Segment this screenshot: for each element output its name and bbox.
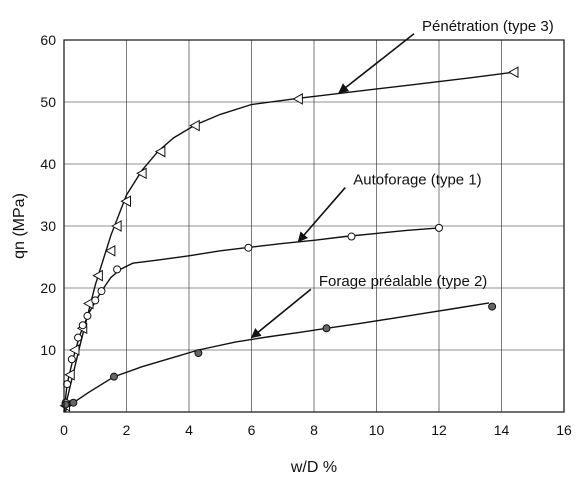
x-tick-label: 4 [185, 422, 193, 438]
triangle-marker [154, 145, 166, 158]
triangle-marker [136, 167, 147, 180]
series-curves [63, 71, 515, 413]
circle-marker [78, 321, 87, 330]
y-tick-label: 60 [40, 32, 56, 48]
x-axis-title: w/D % [290, 459, 337, 476]
triangle-marker [64, 368, 75, 381]
filled-circle-marker [194, 349, 203, 358]
triangle-marker [68, 344, 80, 356]
filled-circle-marker [322, 324, 331, 333]
y-tick-label: 40 [40, 156, 56, 172]
x-tick-label: 6 [248, 422, 256, 438]
triangle-marker [111, 220, 122, 232]
annotation-label: Forage préalable (type 2) [319, 273, 487, 290]
annotation-arrow [250, 288, 312, 339]
series-line [63, 71, 515, 413]
circle-marker [67, 355, 76, 364]
annotations: Pénétration (type 3) Autoforage (type 1) F… [250, 18, 554, 339]
filled-circle-marker [488, 302, 497, 311]
tick-labels: 0 2 4 6 8 10 12 14 16 10 20 30 40 50 60 [40, 32, 572, 438]
circle-marker [91, 296, 100, 305]
circle-marker [83, 311, 92, 320]
y-axis-title: qn (MPa) [11, 193, 28, 259]
x-tick-label: 10 [369, 422, 385, 438]
circle-marker [347, 232, 356, 241]
circle-marker [63, 380, 72, 389]
circle-marker [435, 223, 443, 232]
annotation-arrow [338, 33, 415, 94]
triangle-marker [104, 244, 116, 257]
circle-marker [113, 265, 122, 274]
triangle-marker [189, 119, 200, 132]
x-tick-label: 12 [431, 422, 447, 438]
triangle-marker [292, 93, 303, 105]
circle-marker [244, 243, 253, 252]
triangle-marker [120, 195, 131, 208]
triangle-marker [507, 66, 519, 79]
y-tick-label: 20 [40, 280, 56, 296]
annotation-label: Pénétration (type 3) [422, 18, 554, 35]
triangle-marker [92, 269, 103, 282]
circle-marker [74, 333, 83, 342]
annotation-arrow [297, 187, 346, 243]
series-line [63, 302, 490, 413]
annotation-label: Autoforage (type 1) [353, 172, 481, 189]
x-tick-label: 14 [494, 422, 510, 438]
y-tick-label: 30 [40, 218, 56, 234]
x-tick-label: 16 [556, 422, 572, 438]
y-tick-label: 50 [40, 94, 56, 110]
filled-circle-marker [110, 372, 118, 381]
y-tick-label: 10 [40, 342, 56, 358]
circle-marker [97, 287, 106, 296]
filled-circle-marker [61, 400, 70, 409]
plot-frame [63, 39, 565, 413]
data-points [59, 66, 519, 412]
filled-circle-marker [69, 398, 78, 407]
x-tick-label: 0 [60, 422, 68, 438]
x-tick-label: 8 [310, 422, 318, 438]
x-tick-label: 2 [123, 422, 131, 438]
